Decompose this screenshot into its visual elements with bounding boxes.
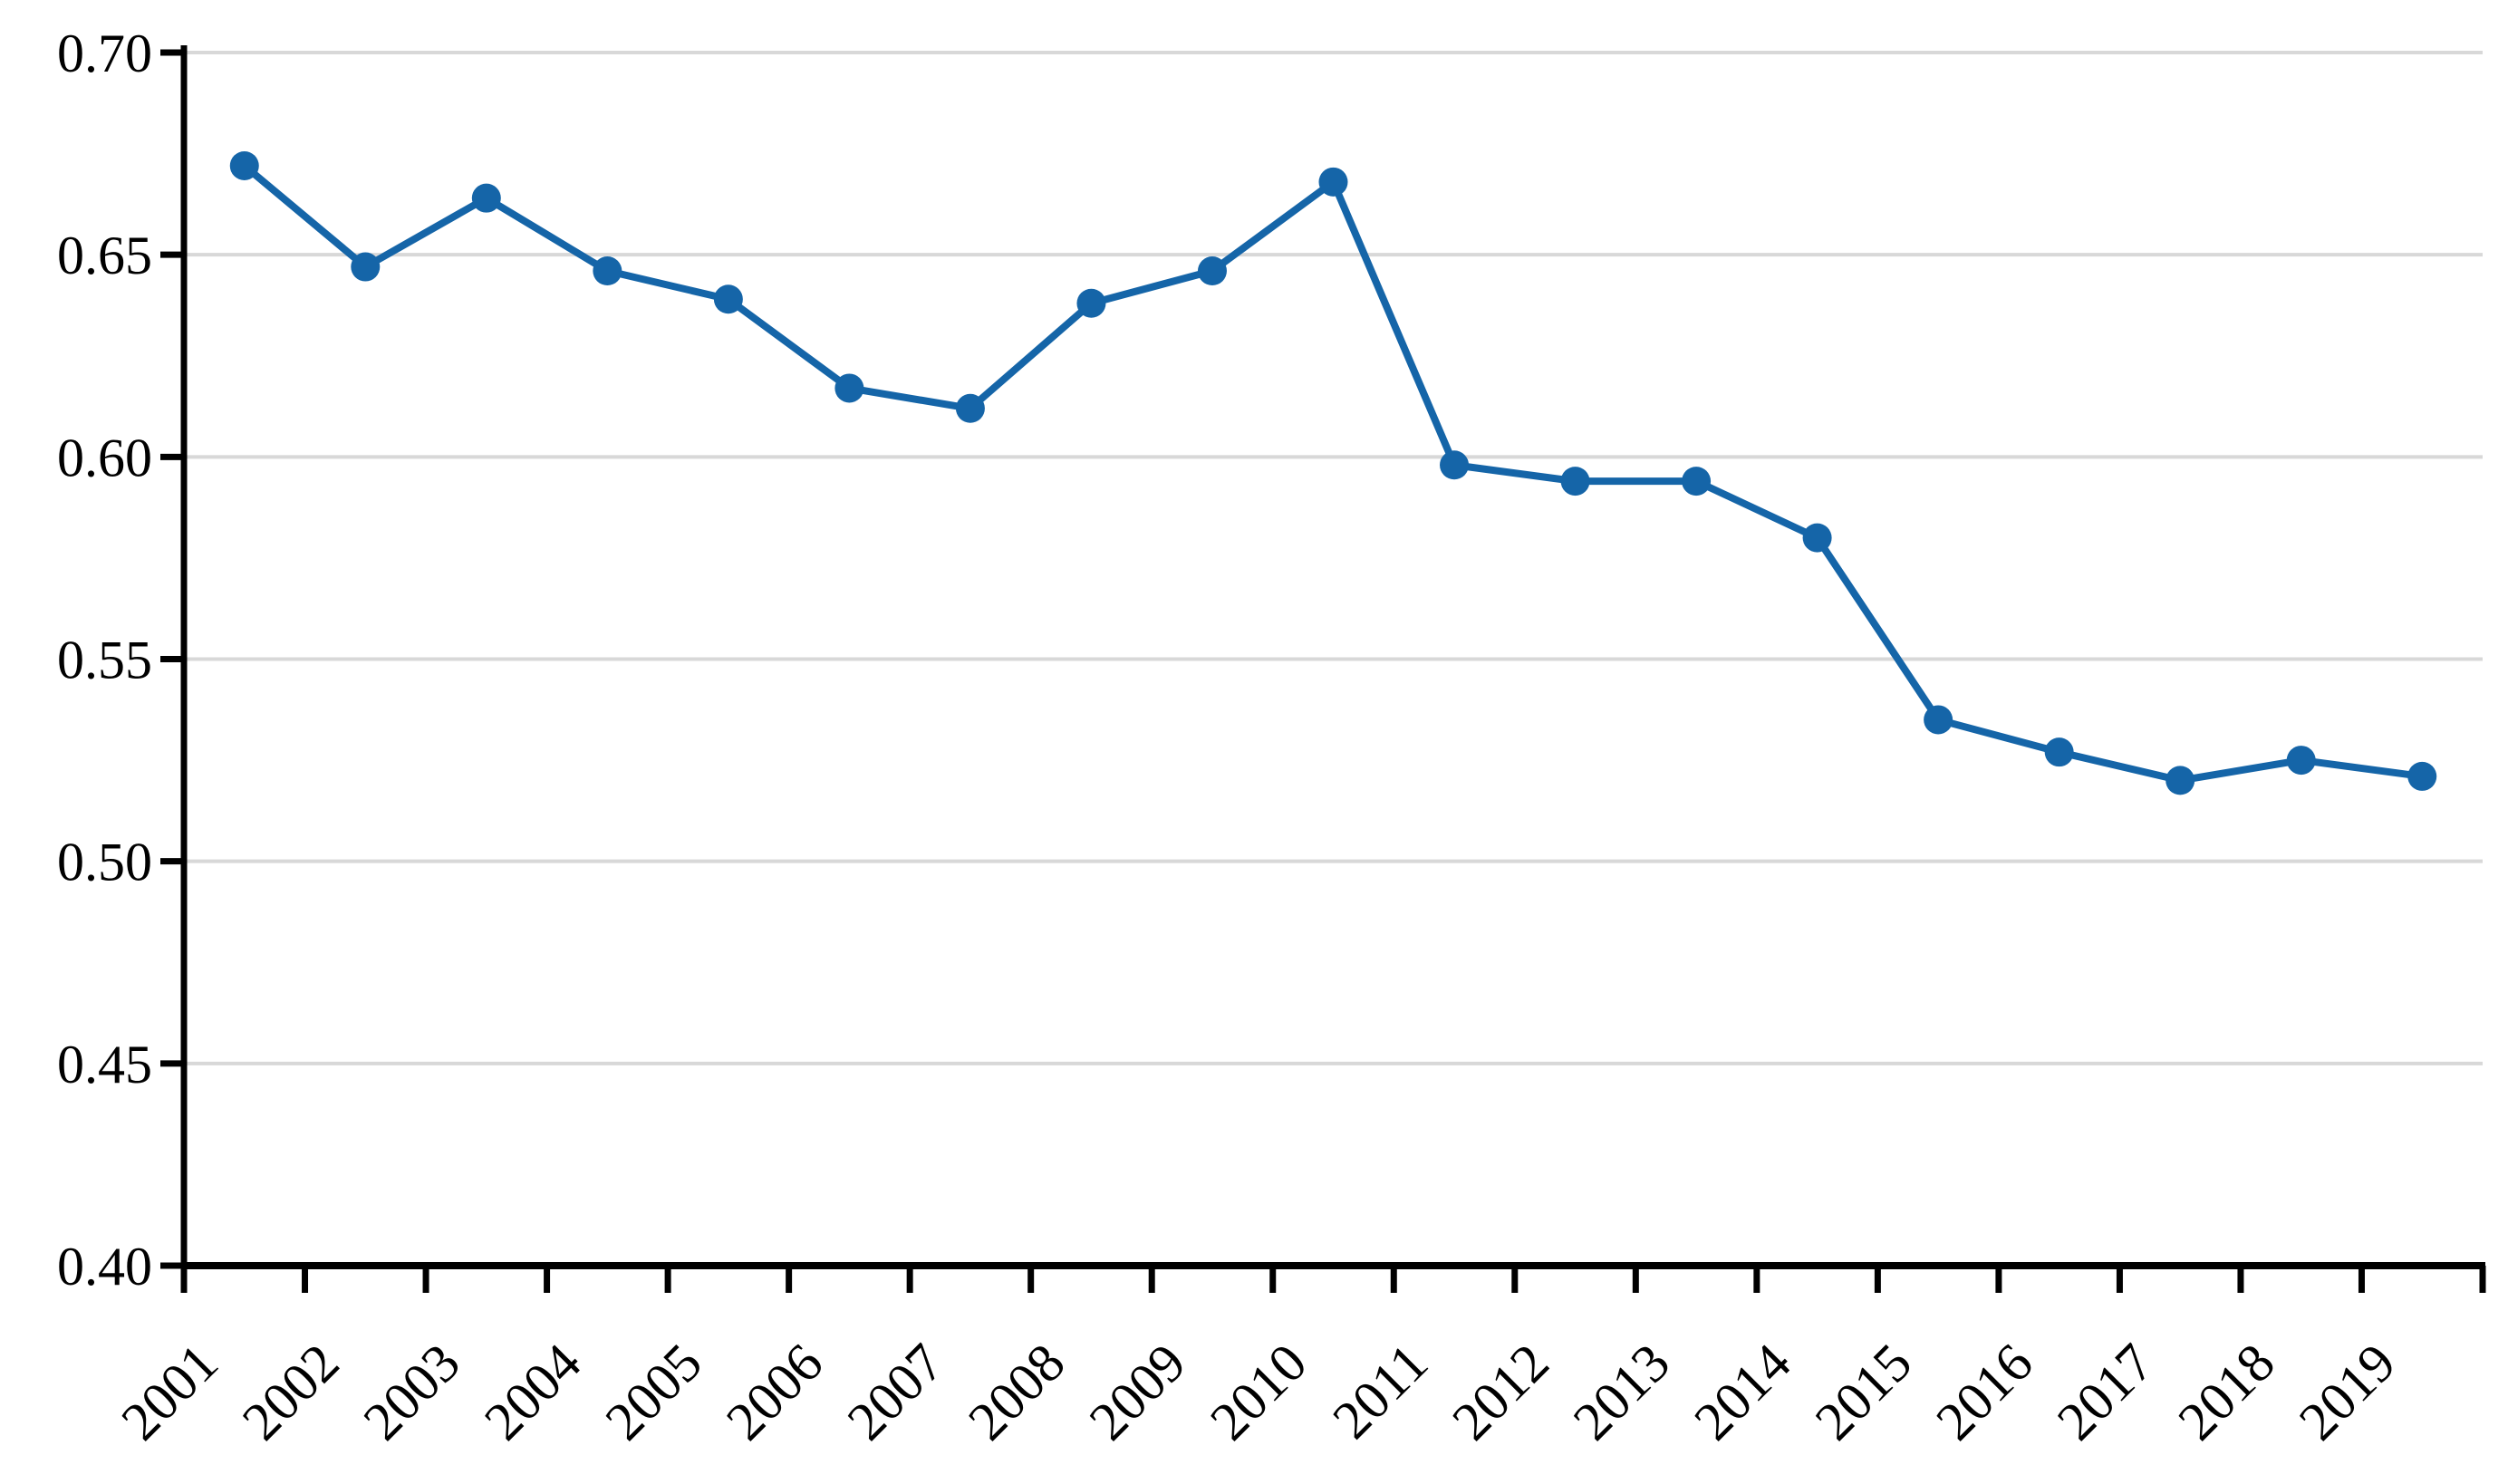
data-point-2019 xyxy=(2407,761,2437,791)
data-point-2009 xyxy=(1197,256,1227,286)
data-point-2011 xyxy=(1440,450,1470,480)
data-point-2017 xyxy=(2166,766,2195,795)
data-point-2018 xyxy=(2286,746,2316,776)
data-point-2008 xyxy=(1076,288,1106,318)
data-point-2013 xyxy=(1682,467,1712,496)
data-point-2003 xyxy=(471,183,501,213)
y-tick-label-0.60: 0.60 xyxy=(57,428,152,487)
data-point-2002 xyxy=(351,252,381,282)
data-point-2016 xyxy=(2044,737,2074,767)
y-tick-label-0.55: 0.55 xyxy=(57,631,152,690)
data-point-2015 xyxy=(1924,705,1953,735)
data-point-2014 xyxy=(1802,523,1832,553)
data-point-2004 xyxy=(593,256,622,286)
y-tick-label-0.40: 0.40 xyxy=(57,1237,152,1296)
y-tick-label-0.70: 0.70 xyxy=(57,24,152,83)
data-point-2012 xyxy=(1560,467,1590,496)
data-point-2006 xyxy=(834,373,864,403)
y-tick-label-0.45: 0.45 xyxy=(57,1035,152,1094)
y-tick-label-0.65: 0.65 xyxy=(57,226,152,285)
data-point-2007 xyxy=(955,393,985,423)
data-point-2010 xyxy=(1318,167,1348,197)
y-tick-label-0.50: 0.50 xyxy=(57,833,152,892)
data-point-2001 xyxy=(229,150,259,180)
data-point-2005 xyxy=(713,284,743,314)
